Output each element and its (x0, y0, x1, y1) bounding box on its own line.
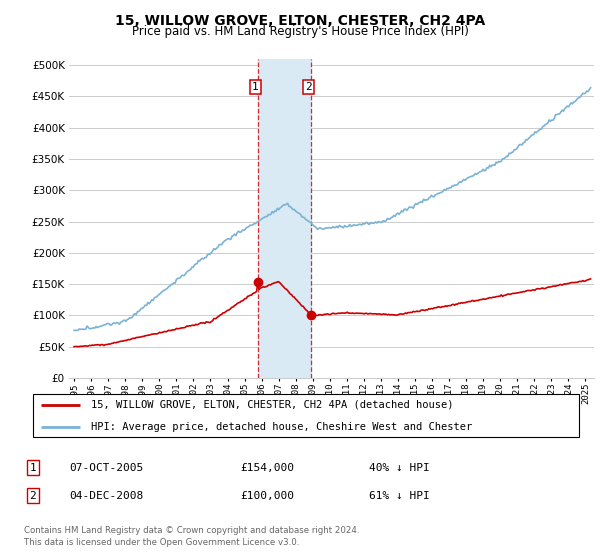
FancyBboxPatch shape (33, 394, 579, 437)
Text: Price paid vs. HM Land Registry's House Price Index (HPI): Price paid vs. HM Land Registry's House … (131, 25, 469, 38)
Text: 1: 1 (29, 463, 37, 473)
Text: Contains HM Land Registry data © Crown copyright and database right 2024.: Contains HM Land Registry data © Crown c… (24, 526, 359, 535)
Text: 15, WILLOW GROVE, ELTON, CHESTER, CH2 4PA (detached house): 15, WILLOW GROVE, ELTON, CHESTER, CH2 4P… (91, 400, 453, 410)
Text: 04-DEC-2008: 04-DEC-2008 (69, 491, 143, 501)
Text: 07-OCT-2005: 07-OCT-2005 (69, 463, 143, 473)
Text: 2: 2 (29, 491, 37, 501)
Text: £154,000: £154,000 (240, 463, 294, 473)
Text: 2: 2 (305, 82, 312, 92)
Text: 15, WILLOW GROVE, ELTON, CHESTER, CH2 4PA: 15, WILLOW GROVE, ELTON, CHESTER, CH2 4P… (115, 14, 485, 28)
Text: 61% ↓ HPI: 61% ↓ HPI (369, 491, 430, 501)
Bar (257, 59, 311, 378)
Text: HPI: Average price, detached house, Cheshire West and Chester: HPI: Average price, detached house, Ches… (91, 422, 472, 432)
Text: This data is licensed under the Open Government Licence v3.0.: This data is licensed under the Open Gov… (24, 538, 299, 547)
Text: 1: 1 (252, 82, 259, 92)
Text: 40% ↓ HPI: 40% ↓ HPI (369, 463, 430, 473)
Text: £100,000: £100,000 (240, 491, 294, 501)
